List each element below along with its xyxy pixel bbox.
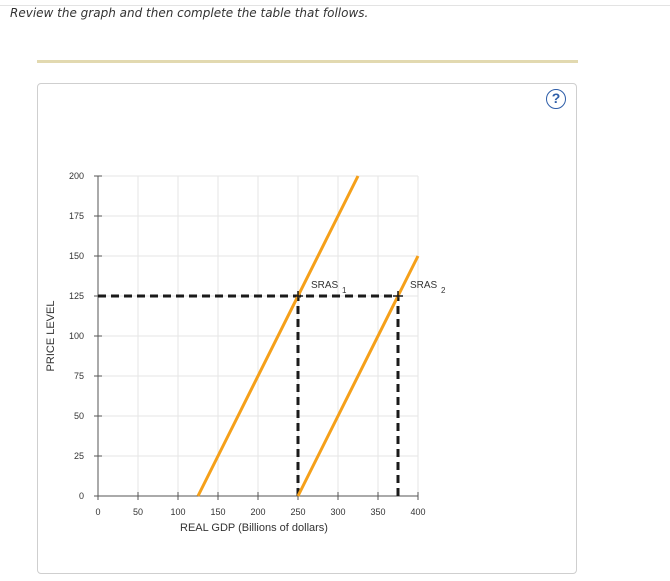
curve-sras-1 bbox=[196, 175, 360, 497]
x-tick-label: 50 bbox=[133, 507, 143, 517]
graph-panel bbox=[37, 83, 577, 574]
instruction-text: Review the graph and then complete the t… bbox=[10, 6, 369, 20]
y-tick-label: 25 bbox=[74, 451, 84, 461]
y-tick-label: 0 bbox=[79, 491, 84, 501]
x-tick-label: 150 bbox=[210, 507, 225, 517]
reference-lines bbox=[98, 294, 400, 496]
x-tick-label: 100 bbox=[170, 507, 185, 517]
curve-label-sras-2: SRAS bbox=[410, 280, 438, 291]
y-tick-label: 100 bbox=[69, 331, 84, 341]
curve-label-sras-1: SRAS bbox=[311, 280, 339, 291]
section-divider bbox=[37, 60, 578, 63]
x-tick-label: 350 bbox=[370, 507, 385, 517]
y-tick-label: 200 bbox=[69, 171, 84, 181]
x-tick-label: 300 bbox=[330, 507, 345, 517]
y-tick-label: 125 bbox=[69, 291, 84, 301]
curve-label-subscript: 1 bbox=[342, 286, 347, 295]
help-button[interactable]: ? bbox=[546, 89, 566, 109]
y-tick-label: 175 bbox=[69, 211, 84, 221]
chart-ticks: 0 25 50 75 100 125 150 175 200 0 50 100 150 200 250 300… bbox=[69, 171, 426, 517]
intersection-markers bbox=[293, 291, 403, 301]
x-tick-label: 0 bbox=[95, 507, 100, 517]
x-tick-label: 250 bbox=[290, 507, 305, 517]
curve-label-subscript: 2 bbox=[441, 286, 446, 295]
y-tick-label: 50 bbox=[74, 411, 84, 421]
top-divider bbox=[0, 5, 670, 6]
x-tick-label: 400 bbox=[410, 507, 425, 517]
chart-grid bbox=[98, 175, 419, 496]
y-axis-title: PRICE LEVEL bbox=[45, 301, 57, 372]
x-axis-title: REAL GDP (Billions of dollars) bbox=[180, 522, 328, 534]
y-tick-label: 150 bbox=[69, 251, 84, 261]
y-tick-label: 75 bbox=[74, 371, 84, 381]
x-tick-label: 200 bbox=[250, 507, 265, 517]
